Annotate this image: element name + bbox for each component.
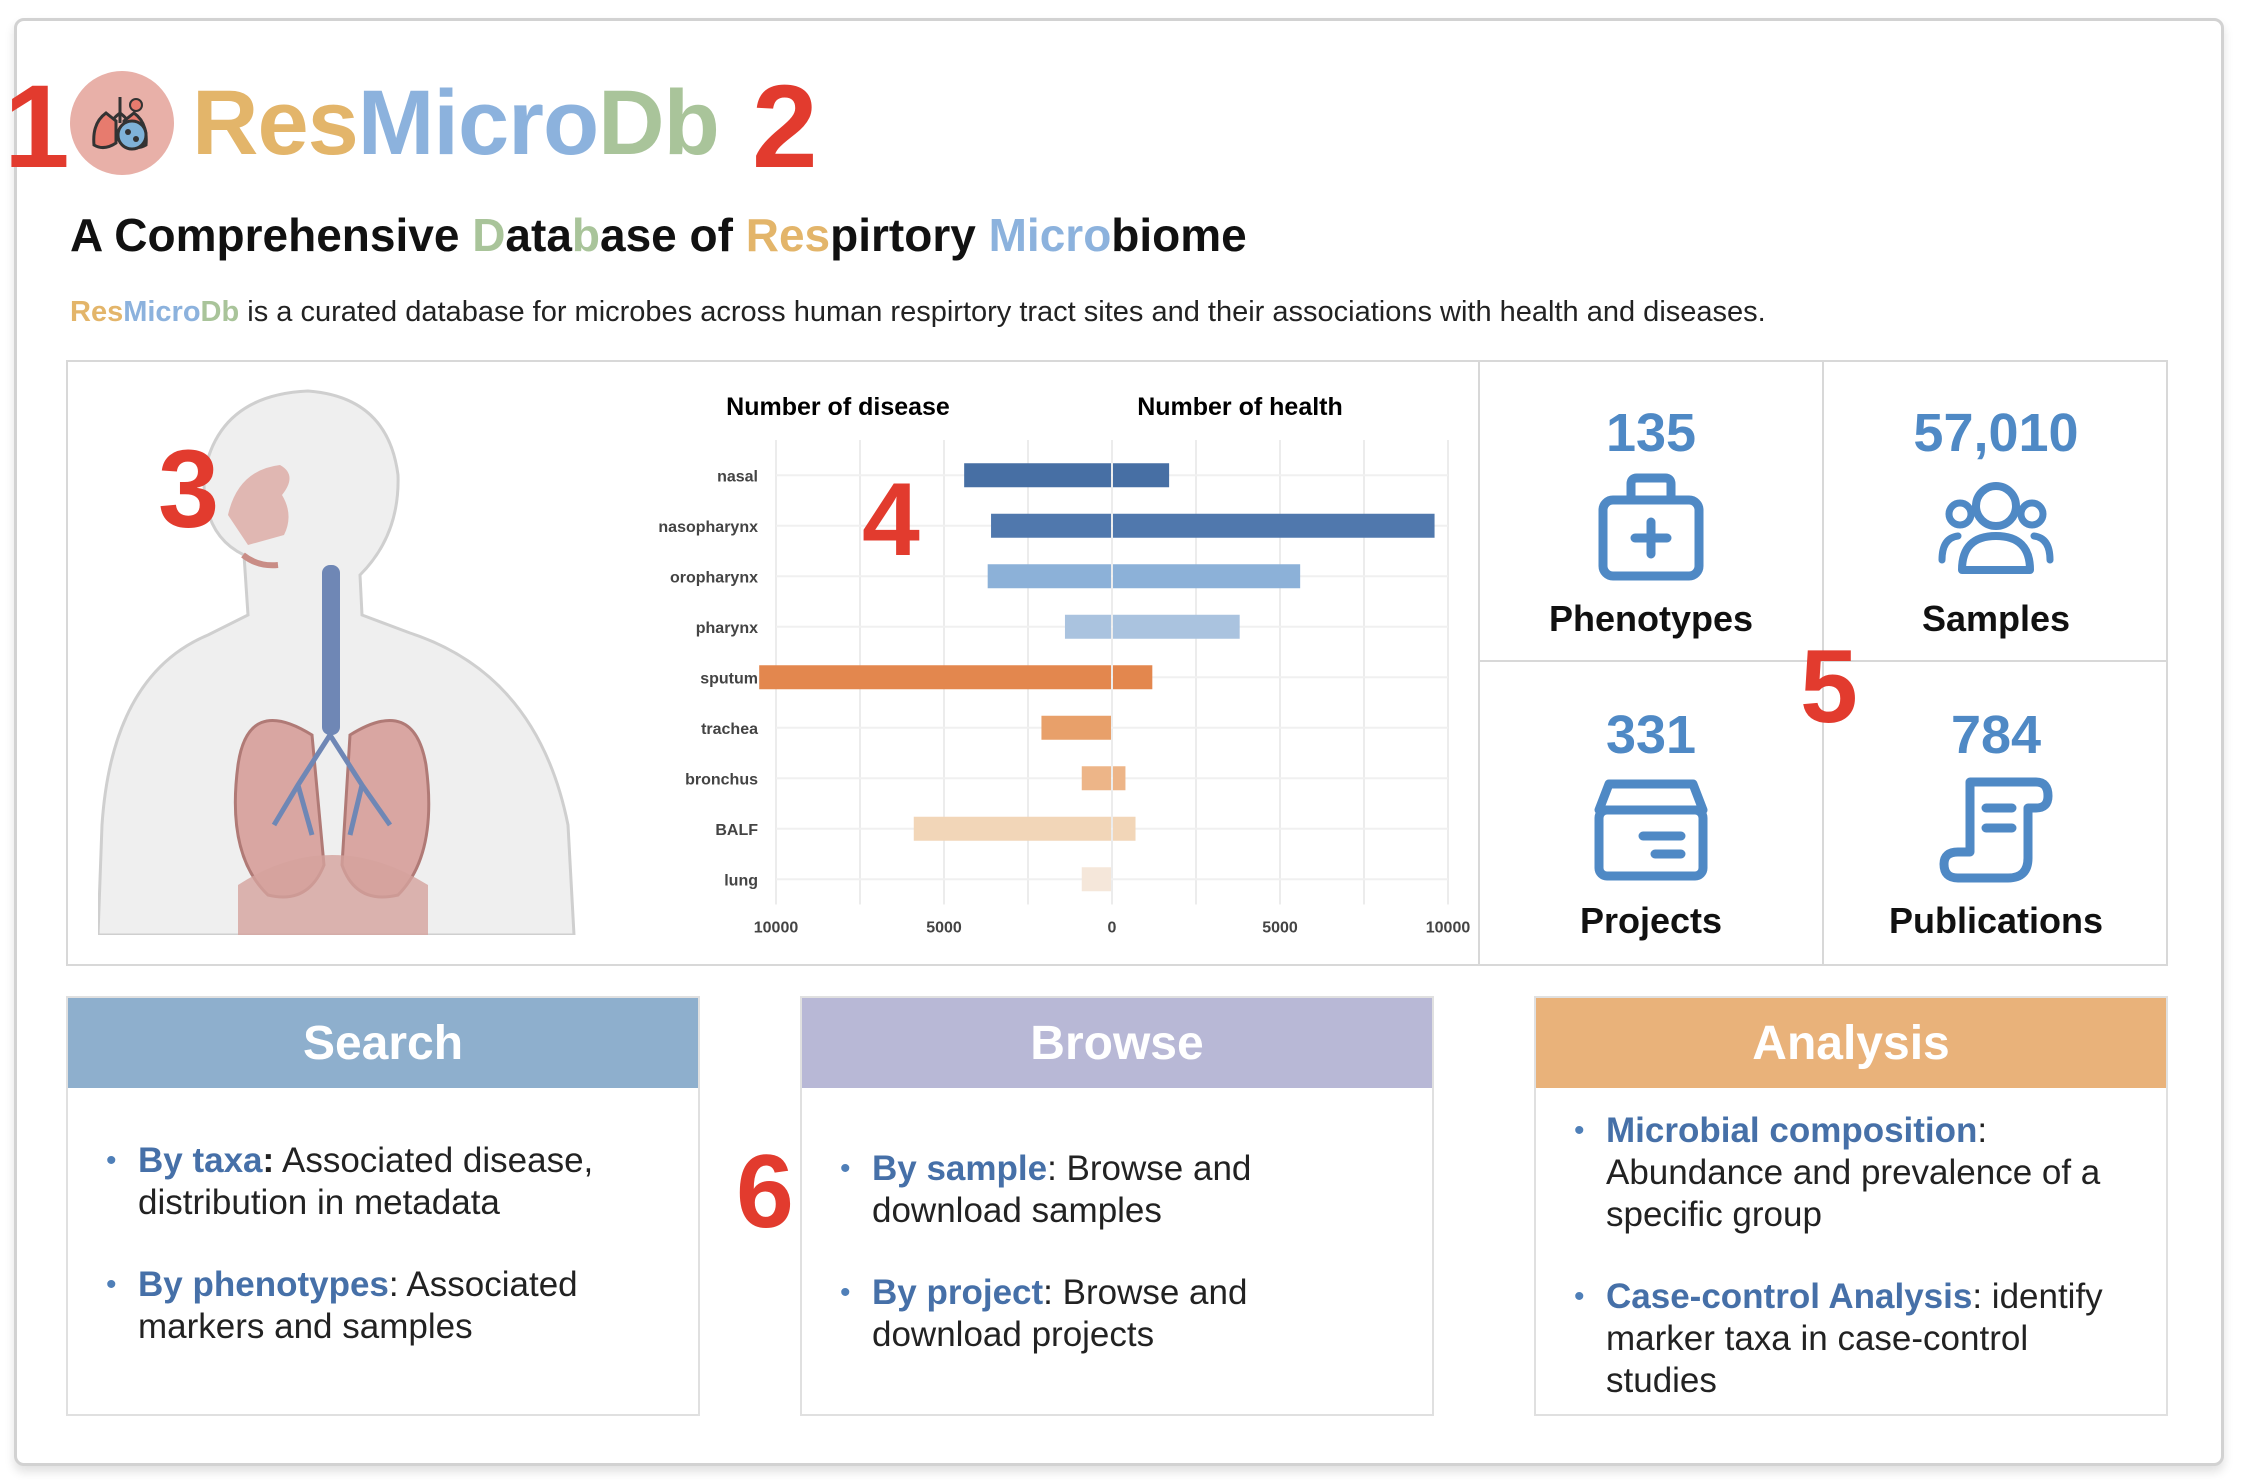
bar-health-nasopharynx bbox=[1113, 513, 1435, 538]
respiratory-anatomy-illustration bbox=[98, 389, 576, 935]
bar-disease-nasopharynx bbox=[991, 513, 1111, 538]
diverging-bar-chart: Number of disease Number of health nasal… bbox=[658, 393, 1470, 937]
annotation-5: 5 bbox=[1800, 629, 1858, 745]
stat-label: Phenotypes bbox=[1548, 598, 1754, 639]
tick-label: 5000 bbox=[1262, 920, 1298, 937]
tick-label: 10000 bbox=[754, 920, 799, 937]
stat-value: 135 bbox=[1605, 403, 1697, 463]
search-card-header[interactable]: Search bbox=[68, 998, 698, 1088]
stat-value: 784 bbox=[1950, 705, 2042, 765]
category-label: nasal bbox=[717, 468, 758, 485]
search-by-phenotypes[interactable]: By phenotypes: Associated markers and sa… bbox=[106, 1264, 658, 1348]
category-label: pharynx bbox=[696, 620, 758, 637]
tick-label: 0 bbox=[1108, 920, 1117, 937]
category-label: oropharynx bbox=[670, 569, 758, 586]
stats-grid: 135 Phenotypes 57,010 Samples 331 Projec… bbox=[1478, 360, 2168, 966]
stat-samples[interactable]: 57,010 Samples bbox=[1824, 360, 2168, 662]
bar-health-bronchus bbox=[1113, 766, 1126, 791]
browse-card[interactable]: Browse By sample: Browse and download sa… bbox=[800, 996, 1434, 1416]
intro-brand: ResMicroDb bbox=[70, 296, 240, 328]
stat-label: Projects bbox=[1579, 900, 1723, 941]
stat-publications[interactable]: 784 Publications bbox=[1824, 662, 2168, 964]
bar-disease-bronchus bbox=[1081, 766, 1111, 791]
chart-right-title: Number of health bbox=[1137, 393, 1343, 421]
analysis-microbial-composition[interactable]: Microbial composition: Abundance and pre… bbox=[1574, 1110, 2126, 1236]
category-label: BALF bbox=[715, 822, 758, 839]
bar-disease-lung bbox=[1081, 867, 1111, 892]
stat-phenotypes[interactable]: 135 Phenotypes bbox=[1480, 360, 1824, 662]
search-by-taxa[interactable]: By taxa: Associated disease, distributio… bbox=[106, 1140, 658, 1224]
stat-projects[interactable]: 331 Projects bbox=[1480, 662, 1824, 964]
bar-health-balf bbox=[1113, 816, 1136, 841]
page-title: A Comprehensive Database of Respirtory M… bbox=[70, 209, 1247, 261]
bar-disease-pharynx bbox=[1064, 614, 1111, 639]
chart-left-title: Number of disease bbox=[726, 393, 950, 421]
logo-row[interactable]: ResMicroDb bbox=[70, 68, 720, 178]
bar-health-pharynx bbox=[1113, 614, 1240, 639]
brand-name: ResMicroDb bbox=[192, 71, 720, 176]
intro-description: is a curated database for microbes acros… bbox=[239, 296, 1766, 328]
stat-label: Samples bbox=[1921, 598, 2071, 639]
brand-part-db: Db bbox=[598, 71, 720, 174]
browse-by-sample[interactable]: By sample: Browse and download samples bbox=[840, 1148, 1392, 1232]
bar-disease-oropharynx bbox=[987, 564, 1111, 589]
analysis-case-control[interactable]: Case-control Analysis: identify marker t… bbox=[1574, 1276, 2126, 1402]
search-card[interactable]: Search By taxa: Associated disease, dist… bbox=[66, 996, 700, 1416]
brand-part-res: Res bbox=[192, 71, 359, 174]
category-label: bronchus bbox=[685, 771, 758, 788]
bar-health-oropharynx bbox=[1113, 564, 1301, 589]
bar-disease-trachea bbox=[1041, 715, 1111, 740]
users-icon bbox=[1938, 482, 2054, 574]
stat-label: Publications bbox=[1888, 900, 2104, 941]
bar-health-nasal bbox=[1113, 463, 1170, 488]
lungs-bacteria-icon bbox=[70, 71, 174, 175]
annotation-4: 4 bbox=[862, 462, 920, 578]
stat-value: 57,010 bbox=[1913, 403, 2079, 463]
overview-panel bbox=[66, 360, 2168, 966]
tick-label: 10000 bbox=[1426, 920, 1470, 937]
bar-disease-nasal bbox=[964, 463, 1111, 488]
category-label: lung bbox=[724, 872, 758, 889]
brand-part-micro: Micro bbox=[357, 71, 599, 174]
category-label: nasopharynx bbox=[658, 519, 758, 536]
analysis-card[interactable]: Analysis Microbial composition: Abundanc… bbox=[1534, 996, 2168, 1416]
annotation-1: 1 bbox=[4, 61, 70, 193]
archive-box-icon bbox=[1594, 779, 1708, 881]
browse-by-project[interactable]: By project: Browse and download projects bbox=[840, 1272, 1392, 1356]
stat-value: 331 bbox=[1605, 705, 1697, 765]
analysis-card-header[interactable]: Analysis bbox=[1536, 998, 2166, 1088]
intro-text: ResMicroDb is a curated database for mic… bbox=[70, 296, 1766, 329]
annotation-6: 6 bbox=[736, 1134, 794, 1250]
scroll-document-icon bbox=[1939, 777, 2053, 883]
medical-kit-icon bbox=[1598, 473, 1704, 581]
category-label: trachea bbox=[701, 721, 758, 738]
browse-card-header[interactable]: Browse bbox=[802, 998, 1432, 1088]
bar-disease-balf bbox=[913, 816, 1111, 841]
category-label: sputum bbox=[700, 670, 758, 687]
bar-health-sputum bbox=[1113, 665, 1153, 690]
annotation-2: 2 bbox=[752, 61, 818, 193]
tick-label: 5000 bbox=[926, 920, 962, 937]
annotation-3: 3 bbox=[158, 428, 220, 551]
bar-disease-sputum bbox=[759, 665, 1111, 690]
